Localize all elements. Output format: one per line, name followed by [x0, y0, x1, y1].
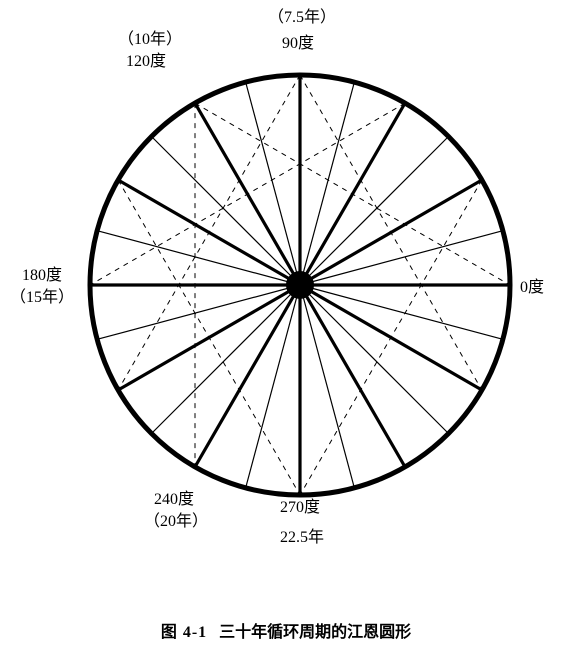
label-270-deg: 270度 — [280, 498, 320, 518]
label-270-year: 22.5年 — [280, 528, 324, 548]
label-90-year: （7.5年） — [268, 8, 336, 28]
caption-text: 三十年循环周期的江恩圆形 — [219, 624, 411, 641]
chart-svg — [0, 0, 572, 560]
label-240-year: （20年） — [144, 512, 208, 532]
label-180-year: （15年） — [10, 288, 74, 308]
figure-caption: 图 4-1 三十年循环周期的江恩圆形 — [0, 618, 572, 642]
label-120-deg: 120度 — [126, 52, 166, 72]
label-0-deg: 0度 — [520, 278, 544, 298]
label-240-deg: 240度 — [154, 490, 194, 510]
caption-fig: 图 4-1 — [161, 624, 207, 641]
gann-circle-diagram: （7.5年） 90度 （10年） 120度 180度 （15年） 0度 240度… — [0, 0, 572, 560]
label-180-deg: 180度 — [22, 266, 62, 286]
label-90-deg: 90度 — [282, 34, 314, 54]
label-120-year: （10年） — [118, 30, 182, 50]
